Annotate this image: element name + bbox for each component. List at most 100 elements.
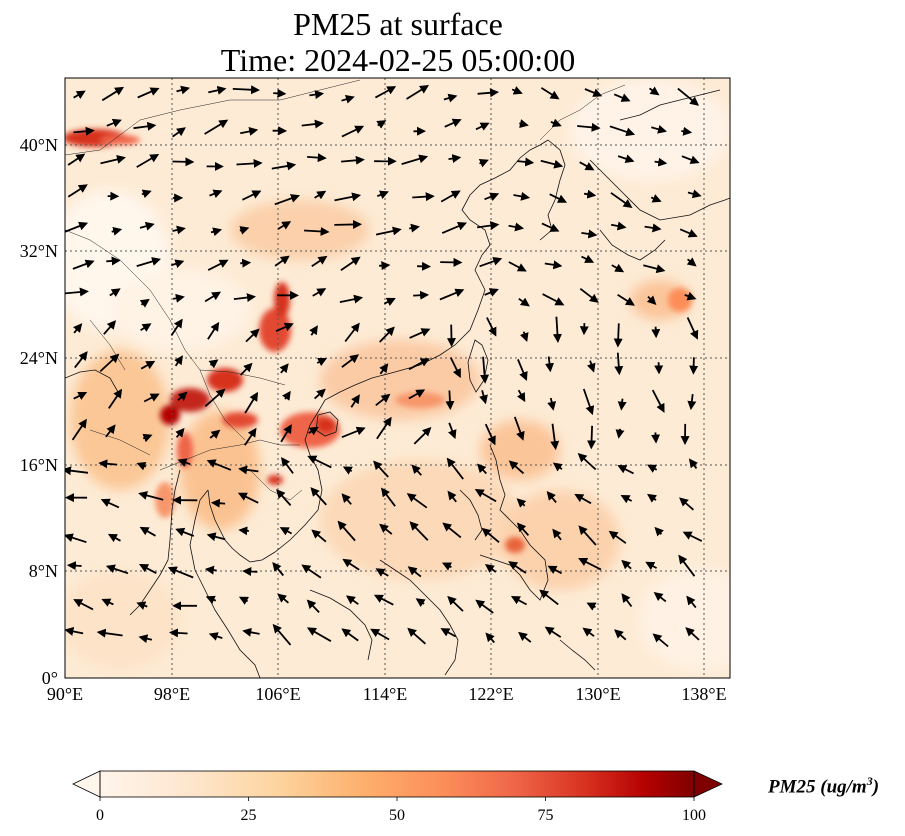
wind-arrow xyxy=(511,86,523,95)
wind-arrow xyxy=(449,357,461,379)
wind-arrow xyxy=(413,427,432,445)
wind-arrow xyxy=(236,158,263,168)
wind-arrow xyxy=(282,390,291,401)
wind-arrow xyxy=(581,229,598,239)
wind-arrow xyxy=(518,631,532,643)
wind-arrow xyxy=(170,318,183,337)
wind-arrow xyxy=(72,259,95,270)
colorbar-tick-75: 75 xyxy=(538,807,554,824)
wind-arrow xyxy=(586,602,597,611)
wind-arrow xyxy=(441,562,453,571)
wind-arrow xyxy=(448,422,457,440)
wind-arrow xyxy=(279,363,289,374)
wind-arrow xyxy=(108,388,123,409)
wind-arrow xyxy=(107,533,121,543)
wind-arrow xyxy=(373,460,389,478)
wind-arrow xyxy=(314,190,327,200)
wind-arrow xyxy=(279,527,293,536)
wind-arrow xyxy=(654,157,668,167)
wind-arrow xyxy=(540,159,564,169)
wind-arrow xyxy=(407,627,426,645)
wind-arrow xyxy=(73,90,86,100)
wind-arrow xyxy=(301,564,322,579)
wind-arrow xyxy=(379,523,393,535)
wind-arrow xyxy=(621,559,632,570)
wind-arrow xyxy=(233,293,256,303)
lon-tick-122: 122°E xyxy=(468,684,513,704)
wind-arrow xyxy=(643,264,666,274)
wind-arrow xyxy=(73,391,88,401)
wind-arrow xyxy=(517,359,528,381)
wind-arrow xyxy=(139,221,155,231)
wind-arrow xyxy=(301,119,324,129)
wind-arrow xyxy=(687,393,697,411)
wind-arrow xyxy=(136,461,147,471)
wind-arrow xyxy=(407,566,422,578)
wind-arrow xyxy=(242,190,262,201)
wind-arrow xyxy=(340,256,361,271)
wind-arrow xyxy=(479,256,503,268)
wind-arrow xyxy=(677,87,699,106)
wind-arrow xyxy=(175,527,195,537)
wind-arrow xyxy=(237,492,259,504)
wind-arrow xyxy=(620,495,633,504)
lat-tick-8: 8°N xyxy=(29,561,58,581)
wind-arrow xyxy=(549,193,568,203)
wind-arrow xyxy=(73,323,83,334)
wind-arrow xyxy=(109,288,121,297)
wind-arrow xyxy=(172,293,185,303)
wind-arrow xyxy=(177,391,188,401)
wind-arrow xyxy=(65,466,89,476)
wind-arrow xyxy=(650,194,662,203)
wind-arrow xyxy=(176,85,191,95)
wind-arrow xyxy=(383,297,396,307)
wind-arrow xyxy=(65,533,87,544)
wind-arrow xyxy=(374,86,397,99)
wind-arrow xyxy=(341,354,360,368)
wind-arrow xyxy=(415,598,426,608)
wind-arrow xyxy=(101,598,114,607)
wind-arrow xyxy=(579,287,599,303)
wind-arrow xyxy=(445,390,455,411)
wind-arrow xyxy=(306,599,320,614)
wind-arrow xyxy=(244,391,259,414)
wind-arrow xyxy=(139,564,157,574)
wind-arrow xyxy=(136,257,162,267)
wind-arrow xyxy=(209,189,223,199)
wind-arrow xyxy=(613,93,631,102)
wind-arrow xyxy=(334,192,362,202)
wind-arrow xyxy=(280,424,292,443)
wind-arrow xyxy=(342,558,360,571)
wind-vectors xyxy=(65,85,703,648)
lon-tick-114: 114°E xyxy=(363,684,408,704)
wind-arrow xyxy=(276,489,292,506)
wind-arrow xyxy=(341,155,365,165)
wind-arrow xyxy=(587,425,597,450)
wind-arrow xyxy=(651,432,661,444)
wind-arrow xyxy=(139,526,156,537)
wind-arrow xyxy=(272,562,284,577)
wind-arrow xyxy=(240,126,259,136)
wind-arrow xyxy=(204,119,229,135)
wind-arrow xyxy=(167,566,194,579)
lon-tick-98: 98°E xyxy=(154,684,190,704)
lat-tick-24: 24°N xyxy=(20,348,58,368)
wind-arrow xyxy=(370,628,390,641)
wind-arrow xyxy=(485,632,495,644)
wind-arrow xyxy=(240,258,252,268)
wind-arrow xyxy=(379,261,391,271)
wind-arrow xyxy=(74,351,88,369)
wind-arrow xyxy=(582,388,595,416)
wind-arrow xyxy=(232,85,260,95)
wind-arrow xyxy=(477,88,499,98)
wind-arrow xyxy=(686,257,697,267)
wind-arrow xyxy=(169,628,188,638)
wind-arrow xyxy=(542,293,565,306)
wind-arrow xyxy=(647,493,657,503)
wind-arrow xyxy=(277,593,289,604)
wind-arrow xyxy=(381,487,396,507)
wind-arrow xyxy=(100,498,120,509)
lat-tick-16: 16°N xyxy=(20,455,58,475)
wind-arrow xyxy=(644,223,662,233)
lon-tick-90: 90°E xyxy=(47,684,83,704)
